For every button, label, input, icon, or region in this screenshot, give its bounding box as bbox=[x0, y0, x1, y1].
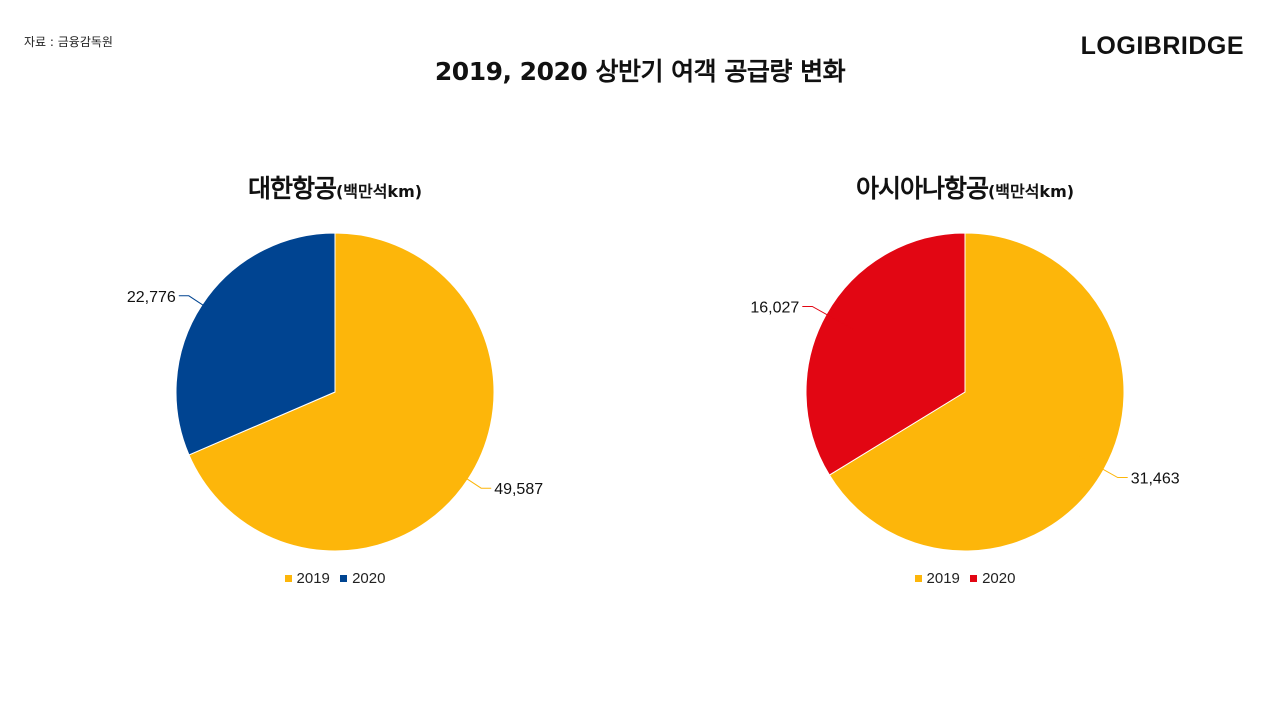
pie-chart: 49,587 22,776 bbox=[127, 232, 543, 552]
chart-title-unit: (백만석km) bbox=[987, 182, 1075, 201]
data-label-2019: 49,587 bbox=[494, 481, 543, 498]
legend-swatch bbox=[914, 574, 922, 582]
legend-label: 2019 bbox=[926, 570, 960, 587]
leader-line bbox=[441, 461, 492, 489]
page-title: 2019, 2020 상반기 여객 공급량 변화 bbox=[434, 57, 846, 86]
leader-line bbox=[178, 295, 229, 323]
leader-line bbox=[1075, 453, 1128, 478]
korean-air-chart: 대한항공(백만석km) 49,587 22,776 2019 2020 bbox=[35, 165, 635, 605]
legend-swatch bbox=[970, 574, 978, 582]
chart-legend: 2019 2020 bbox=[665, 570, 1265, 587]
legend-label: 2019 bbox=[296, 570, 330, 587]
data-label-2020: 16,027 bbox=[750, 300, 799, 317]
chart-title-main: 대한항공 bbox=[247, 174, 337, 203]
chart-legend: 2019 2020 bbox=[35, 570, 635, 587]
legend-item-2020: 2020 bbox=[970, 570, 1015, 587]
data-label-2019: 31,463 bbox=[1131, 471, 1180, 488]
legend-label: 2020 bbox=[352, 570, 386, 587]
data-label-2020: 22,776 bbox=[127, 289, 176, 306]
legend-item-2019: 2019 bbox=[914, 570, 960, 587]
chart-title: 대한항공(백만석km) bbox=[35, 169, 635, 205]
chart-title-unit: (백만석km) bbox=[335, 182, 423, 201]
legend-item-2019: 2019 bbox=[284, 570, 330, 587]
chart-title: 아시아나항공(백만석km) bbox=[665, 169, 1265, 205]
chart-title-main: 아시아나항공 bbox=[855, 174, 989, 203]
asiana-chart: 아시아나항공(백만석km) 31,463 16,027 2019 2020 bbox=[665, 165, 1265, 605]
legend-swatch bbox=[340, 574, 348, 582]
legend-swatch bbox=[284, 574, 292, 582]
legend-item-2020: 2020 bbox=[340, 570, 385, 587]
leader-line bbox=[802, 306, 855, 331]
pie-chart: 31,463 16,027 bbox=[750, 232, 1180, 552]
source-note: 자료 : 금융감독원 bbox=[24, 35, 113, 49]
legend-label: 2020 bbox=[982, 570, 1016, 587]
brand-logo: LOGIBRIDGE bbox=[1080, 32, 1244, 60]
